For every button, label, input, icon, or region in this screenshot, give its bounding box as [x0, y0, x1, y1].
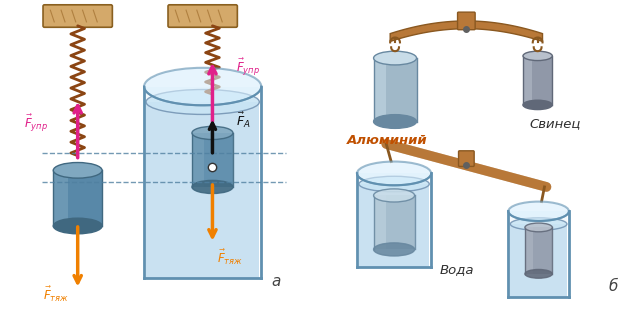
Bar [525, 227, 552, 274]
Ellipse shape [357, 162, 431, 185]
Bar [374, 58, 416, 121]
Text: $\vec{F}_{\mathregular{тяж}}$: $\vec{F}_{\mathregular{тяж}}$ [43, 285, 69, 304]
Ellipse shape [525, 269, 552, 278]
Bar [146, 102, 259, 278]
Ellipse shape [523, 100, 552, 110]
Text: Свинец: Свинец [530, 118, 581, 131]
Ellipse shape [510, 218, 567, 230]
Text: Вода: Вода [439, 263, 474, 276]
Text: б: б [608, 279, 618, 294]
Bar [374, 58, 386, 121]
Bar [523, 56, 532, 105]
Text: а: а [271, 274, 281, 290]
Bar [359, 184, 429, 267]
FancyBboxPatch shape [457, 12, 475, 30]
FancyBboxPatch shape [459, 151, 474, 167]
Ellipse shape [53, 163, 102, 178]
Text: $\vec{F}_{\mathregular{тяж}}$: $\vec{F}_{\mathregular{тяж}}$ [218, 248, 243, 267]
Text: $\vec{F}_{\mathregular{упр}}$: $\vec{F}_{\mathregular{упр}}$ [25, 113, 48, 134]
Ellipse shape [53, 218, 102, 234]
Bar [192, 133, 233, 187]
Ellipse shape [525, 223, 552, 232]
Ellipse shape [359, 176, 429, 192]
Ellipse shape [192, 126, 233, 139]
Ellipse shape [374, 189, 415, 202]
Ellipse shape [144, 68, 261, 105]
Text: $\vec{F}_{\mathregular{упр}}$: $\vec{F}_{\mathregular{упр}}$ [236, 57, 260, 78]
Bar [510, 224, 567, 297]
Bar [374, 196, 415, 249]
Ellipse shape [374, 115, 416, 128]
FancyBboxPatch shape [168, 5, 237, 27]
Ellipse shape [192, 180, 233, 193]
Bar [192, 133, 204, 187]
Bar [146, 87, 259, 278]
Bar [374, 196, 386, 249]
FancyBboxPatch shape [43, 5, 113, 27]
Ellipse shape [374, 243, 415, 256]
Text: Алюминий: Алюминий [347, 134, 428, 147]
Ellipse shape [374, 51, 416, 65]
Ellipse shape [523, 51, 552, 61]
Bar [523, 56, 552, 105]
Polygon shape [390, 21, 543, 41]
Bar [53, 170, 102, 226]
Bar [510, 211, 567, 297]
Bar [525, 227, 533, 274]
Ellipse shape [508, 201, 569, 221]
Ellipse shape [146, 90, 259, 114]
Bar [359, 173, 429, 267]
Bar [53, 170, 68, 226]
Text: $\vec{F}_{\mathregular{A}}$: $\vec{F}_{\mathregular{A}}$ [236, 111, 250, 130]
